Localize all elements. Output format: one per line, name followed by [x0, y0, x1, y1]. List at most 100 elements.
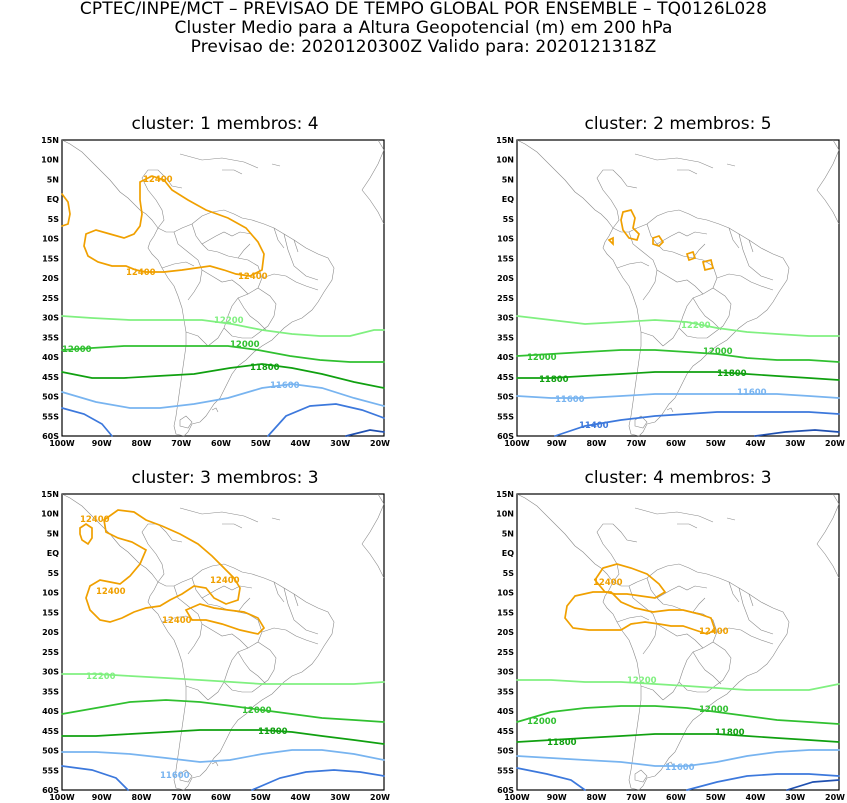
lat-tick-label: EQ	[502, 549, 514, 558]
map-frame	[516, 493, 840, 791]
lon-tick-label: 50W	[251, 793, 271, 802]
panel-4-map: 15N 10N 5N EQ 5S 10S 15S 20S 25S 30S 35S 40S 45S 50S 5…	[496, 490, 845, 802]
lat-tick-label: EQ	[502, 195, 514, 204]
contour-12400-north-loop	[593, 563, 667, 599]
lon-tick-label: 100W	[49, 793, 75, 802]
lat-tick-label: 5N	[47, 175, 59, 184]
lat-tick-label: 15N	[41, 490, 59, 499]
lat-tick-label: 35S	[497, 687, 514, 696]
lon-tick-label: 70W	[626, 439, 646, 448]
contour-label-11800: 11800	[250, 363, 280, 373]
lon-tick-label: 20W	[370, 793, 390, 802]
lat-tick-label: 60S	[497, 786, 514, 795]
contour-label-11600: 11600	[665, 763, 695, 773]
panel-1-title: cluster: 1 membros: 4	[131, 114, 319, 134]
lon-tick-label: 30W	[785, 793, 805, 802]
contour-label-11400: 11400	[579, 421, 609, 431]
lon-tick-label: 90W	[92, 439, 112, 448]
contour-label-11800: 11800	[258, 727, 288, 737]
lat-tick-label: EQ	[47, 549, 59, 558]
lon-tick-label: 60W	[666, 793, 686, 802]
lon-tick-label: 20W	[370, 439, 390, 448]
lat-tick-label: 10S	[42, 589, 59, 598]
contour-label-12400: 12400	[96, 587, 126, 597]
contour-11400-east	[251, 769, 385, 791]
lat-tick-label: 60S	[42, 786, 59, 795]
contour-label-12400: 12400	[593, 578, 623, 588]
contour-12400-blob-2	[607, 236, 614, 247]
lat-tick-label: 30S	[42, 668, 59, 677]
contour-11400-east	[686, 773, 840, 791]
contour-12400-north-loop	[85, 509, 241, 623]
contour-label-11800: 11800	[547, 738, 577, 748]
contour-12200	[61, 315, 385, 337]
contour-11600	[516, 393, 840, 399]
contour-12000	[516, 705, 840, 725]
contour-12000	[516, 349, 840, 363]
contour-11400	[554, 411, 840, 437]
lat-tick-label: 5S	[48, 569, 60, 578]
contour-12400-south-loop	[564, 591, 717, 635]
lat-tick-label: 60S	[42, 432, 59, 441]
contour-12400-blob-4	[685, 250, 697, 262]
contour-label-12200: 12200	[681, 321, 711, 331]
lon-tick-labels: 100W 90W 80W 70W 60W 50W 40W 30W 20W	[49, 439, 390, 448]
contour-label-11600: 11600	[160, 771, 190, 781]
lon-tick-label: 50W	[706, 793, 726, 802]
contour-11800	[516, 371, 840, 381]
lon-tick-label: 40W	[746, 793, 766, 802]
lat-tick-labels: 15N 10N 5N EQ 5S 10S 15S 20S 25S 30S 35S 40S 45S 50S 5…	[41, 136, 59, 441]
lat-tick-label: 45S	[497, 727, 514, 736]
map-frame	[516, 139, 840, 437]
contour-label-12200: 12200	[214, 316, 244, 326]
contour-label-11600: 11600	[555, 395, 585, 405]
panel-2-map: 15N 10N 5N EQ 5S 10S 15S 20S 25S 30S 35S 40S 45S 50S 5…	[496, 136, 845, 448]
contour-label-12400: 12400	[238, 272, 268, 282]
lat-tick-label: 20S	[497, 628, 514, 637]
lon-tick-label: 60W	[211, 793, 231, 802]
lat-tick-label: 5N	[502, 529, 514, 538]
map-frame	[61, 139, 385, 437]
lon-tick-label: 100W	[504, 793, 530, 802]
lat-tick-label: 55S	[42, 766, 59, 775]
contour-12400-loop	[83, 175, 265, 277]
contour-12200	[516, 315, 840, 337]
lon-tick-labels: 100W 90W 80W 70W 60W 50W 40W 30W 20W	[504, 793, 845, 802]
lat-tick-label: 25S	[497, 648, 514, 657]
contour-12200	[61, 673, 385, 685]
lon-tick-label: 90W	[547, 793, 567, 802]
contour-label-12200: 12200	[86, 672, 116, 682]
lat-tick-label: 30S	[42, 314, 59, 323]
contour-label-12400: 12400	[80, 515, 110, 525]
contour-12200	[516, 679, 840, 691]
lat-tick-label: 45S	[42, 373, 59, 382]
lat-tick-label: 50S	[42, 747, 59, 756]
contour-label-12000: 12000	[242, 706, 272, 716]
lat-tick-label: 15N	[41, 136, 59, 145]
lon-tick-label: 100W	[504, 439, 530, 448]
lat-tick-label: 55S	[497, 412, 514, 421]
lon-tick-label: 40W	[746, 439, 766, 448]
lon-tick-label: 20W	[825, 793, 845, 802]
contour-11800	[61, 363, 385, 389]
lat-tick-label: EQ	[47, 195, 59, 204]
contour-11200	[786, 779, 840, 791]
contour-11600	[61, 749, 385, 763]
lat-tick-label: 35S	[42, 333, 59, 342]
lat-tick-label: 25S	[42, 648, 59, 657]
lat-tick-label: 30S	[497, 314, 514, 323]
contour-label-12000: 12000	[230, 340, 260, 350]
contour-12400-small-loop	[79, 522, 93, 546]
lat-tick-label: 15S	[42, 608, 59, 617]
contour-label-11600: 11600	[270, 381, 300, 391]
lat-tick-labels: 15N 10N 5N EQ 5S 10S 15S 20S 25S 30S 35S 40S 45S 50S 5…	[41, 490, 59, 795]
lat-tick-label: 10S	[42, 235, 59, 244]
lon-tick-label: 60W	[211, 439, 231, 448]
lon-tick-label: 70W	[171, 793, 191, 802]
lat-tick-label: 5S	[503, 215, 515, 224]
lat-tick-label: 35S	[42, 687, 59, 696]
lon-tick-label: 30W	[785, 439, 805, 448]
lat-tick-label: 40S	[497, 707, 514, 716]
panel-2-title: cluster: 2 membros: 5	[584, 114, 772, 134]
lat-tick-label: 15S	[497, 608, 514, 617]
